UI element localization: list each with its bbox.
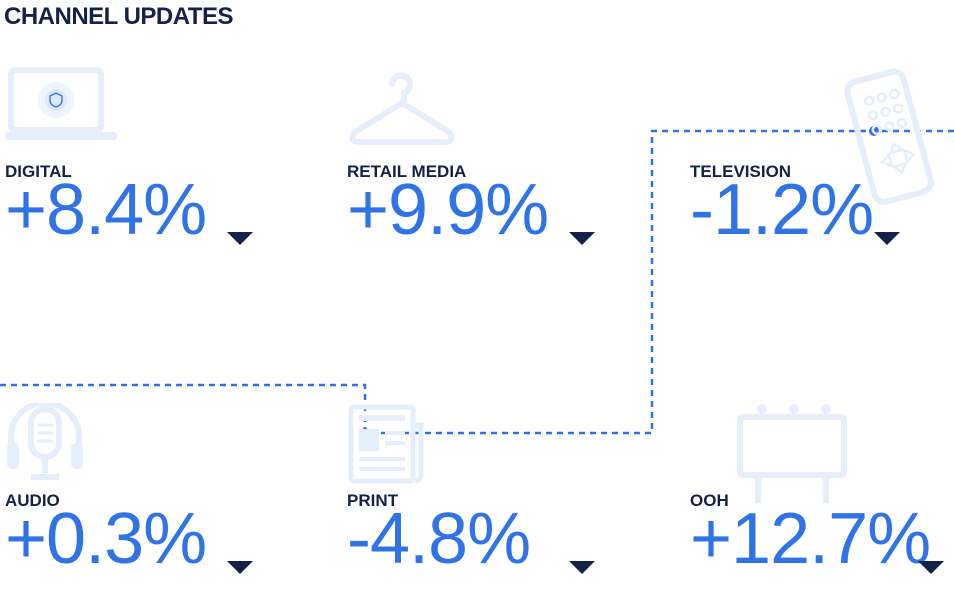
channel-card-digital: DIGITAL +8.4% xyxy=(5,66,305,266)
down-caret-icon xyxy=(227,232,253,245)
hanger-icon xyxy=(347,70,457,150)
channel-card-audio: AUDIO +0.3% xyxy=(5,395,305,595)
channel-change-value: -4.8% xyxy=(347,499,531,579)
page-title: CHANNEL UPDATES xyxy=(4,3,233,30)
channel-change-value: +8.4% xyxy=(5,170,207,250)
channel-change-value: +0.3% xyxy=(5,499,207,579)
channel-name: RETAIL MEDIA xyxy=(347,162,467,181)
channel-card-television: TELEVISION -1.2% xyxy=(690,66,954,266)
down-caret-icon xyxy=(569,561,595,574)
billboard-icon xyxy=(736,403,848,505)
channel-card-retail-media: RETAIL MEDIA +9.9% xyxy=(347,66,647,266)
down-caret-icon xyxy=(874,232,900,245)
channel-name: AUDIO xyxy=(5,491,60,510)
remote-control-icon xyxy=(842,66,942,206)
microphone-icon xyxy=(5,403,85,485)
channel-name: TELEVISION xyxy=(690,162,792,181)
channel-card-ooh: OOH +12.7% xyxy=(690,395,954,595)
newspaper-icon xyxy=(347,403,427,485)
down-caret-icon xyxy=(918,561,944,574)
down-caret-icon xyxy=(569,232,595,245)
channel-name: PRINT xyxy=(347,491,398,510)
laptop-icon xyxy=(5,66,120,146)
channel-change-value: +9.9% xyxy=(347,170,549,250)
down-caret-icon xyxy=(227,561,253,574)
channel-name: OOH xyxy=(690,491,729,510)
channel-change-value: -1.2% xyxy=(690,170,874,250)
channel-change-value: +12.7% xyxy=(690,499,931,579)
channel-card-print: PRINT -4.8% xyxy=(347,395,647,595)
channel-name: DIGITAL xyxy=(5,162,72,181)
